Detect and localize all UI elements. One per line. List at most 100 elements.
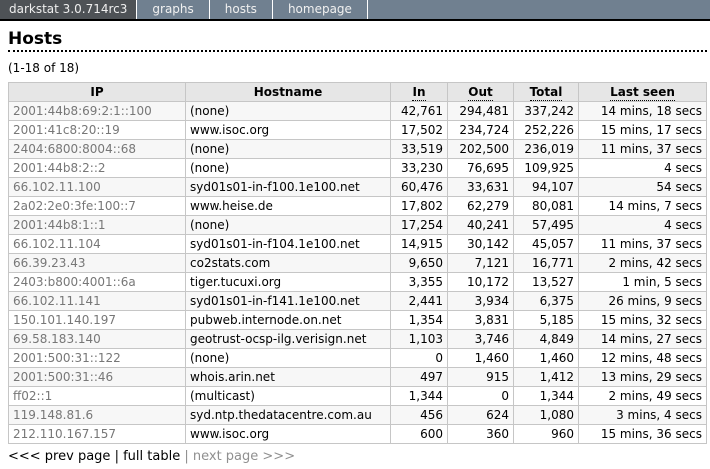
hostname-cell: www.isoc.org — [185, 424, 391, 444]
ip-cell: 2001:44b8:1::1 — [8, 215, 186, 235]
out-cell: 30,142 — [447, 234, 514, 254]
total-cell: 252,226 — [513, 120, 579, 140]
in-cell: 3,355 — [390, 272, 448, 292]
hostname-cell: co2stats.com — [185, 253, 391, 273]
last-seen-cell: 4 secs — [578, 215, 707, 235]
hostname-cell: (none) — [185, 158, 391, 178]
table-row: 69.58.183.140 geotrust-ocsp-ilg.verisign.… — [8, 329, 707, 349]
top-nav: darkstat 3.0.714rc3 graphs hosts homepage — [0, 0, 710, 21]
column-header-hostname: Hostname — [185, 82, 391, 102]
hostname-cell: pubweb.internode.on.net — [185, 310, 391, 330]
total-cell: 1,412 — [513, 367, 579, 387]
ip-cell: 2001:500:31::46 — [8, 367, 186, 387]
hostname-cell: www.isoc.org — [185, 120, 391, 140]
out-cell: 62,279 — [447, 196, 514, 216]
column-header-total[interactable]: Total — [513, 82, 579, 102]
ip-cell: 2001:41c8:20::19 — [8, 120, 186, 140]
in-cell: 600 — [390, 424, 448, 444]
ip-cell: 119.148.81.6 — [8, 405, 186, 425]
ip-cell: 69.58.183.140 — [8, 329, 186, 349]
out-cell: 0 — [447, 386, 514, 406]
pagination-separator: | — [184, 449, 189, 464]
total-cell: 960 — [513, 424, 579, 444]
header-row: IP Hostname In Out Total Last seen — [8, 82, 707, 102]
out-cell: 3,831 — [447, 310, 514, 330]
total-cell: 94,107 — [513, 177, 579, 197]
in-cell: 0 — [390, 348, 448, 368]
last-seen-cell: 13 mins, 29 secs — [578, 367, 707, 387]
ip-cell: 66.102.11.100 — [8, 177, 186, 197]
sortable-column-label[interactable]: Out — [468, 85, 493, 101]
table-row: 2001:44b8:1::1 (none) 17,254 40,241 57,495 4 … — [8, 215, 707, 235]
last-seen-cell: 14 mins, 7 secs — [578, 196, 707, 216]
nav-tab-hosts[interactable]: hosts — [208, 0, 272, 19]
sortable-column-label[interactable]: In — [412, 85, 426, 101]
ip-cell: 150.101.140.197 — [8, 310, 186, 330]
prev-page-link[interactable]: <<< prev page — [8, 449, 111, 464]
ip-cell: 66.102.11.141 — [8, 291, 186, 311]
total-cell: 6,375 — [513, 291, 579, 311]
sortable-column-label[interactable]: Total — [529, 85, 563, 101]
out-cell: 624 — [447, 405, 514, 425]
hostname-cell: whois.arin.net — [185, 367, 391, 387]
table-row: 2001:44b8:2::2 (none) 33,230 76,695 109,925 4… — [8, 158, 707, 178]
ip-cell: 2a02:2e0:3fe:100::7 — [8, 196, 186, 216]
in-cell: 456 — [390, 405, 448, 425]
ip-cell: 66.39.23.43 — [8, 253, 186, 273]
hostname-cell: syd.ntp.thedatacentre.com.au — [185, 405, 391, 425]
total-cell: 1,080 — [513, 405, 579, 425]
nav-tab-graphs[interactable]: graphs — [136, 0, 208, 19]
out-cell: 33,631 — [447, 177, 514, 197]
ip-cell: 2001:44b8:69:2:1::100 — [8, 101, 186, 121]
hostname-cell: syd01s01-in-f100.1e100.net — [185, 177, 391, 197]
total-cell: 1,460 — [513, 348, 579, 368]
column-header-out[interactable]: Out — [447, 82, 514, 102]
in-cell: 497 — [390, 367, 448, 387]
in-cell: 33,519 — [390, 139, 448, 159]
page-title: Hosts — [8, 29, 707, 52]
pagination: <<< prev page | full table | next page >… — [8, 449, 702, 464]
out-cell: 202,500 — [447, 139, 514, 159]
hostname-cell: (none) — [185, 348, 391, 368]
table-row: 2a02:2e0:3fe:100::7 www.heise.de 17,802 62,… — [8, 196, 707, 216]
out-cell: 7,121 — [447, 253, 514, 273]
column-header-last-seen[interactable]: Last seen — [578, 82, 707, 102]
nav-tab-homepage[interactable]: homepage — [271, 0, 367, 19]
ip-cell: 212.110.167.157 — [8, 424, 186, 444]
sortable-column-label[interactable]: Last seen — [610, 85, 675, 101]
ip-cell: 2404:6800:8004::68 — [8, 139, 186, 159]
out-cell: 360 — [447, 424, 514, 444]
last-seen-cell: 14 mins, 18 secs — [578, 101, 707, 121]
full-table-link[interactable]: full table — [123, 449, 181, 464]
table-row: 2403:b800:4001::6a tiger.tucuxi.org 3,355 1… — [8, 272, 707, 292]
table-row: 2001:44b8:69:2:1::100 (none) 42,761 294,481… — [8, 101, 707, 121]
hostname-cell: (multicast) — [185, 386, 391, 406]
hostname-cell: geotrust-ocsp-ilg.verisign.net — [185, 329, 391, 349]
hostname-cell: www.heise.de — [185, 196, 391, 216]
pagination-separator: | — [114, 449, 119, 464]
out-cell: 10,172 — [447, 272, 514, 292]
out-cell: 915 — [447, 367, 514, 387]
last-seen-cell: 11 mins, 37 secs — [578, 234, 707, 254]
table-row: 2001:500:31::122 (none) 0 1,460 1,460 12 mins… — [8, 348, 707, 368]
column-header-in[interactable]: In — [390, 82, 448, 102]
last-seen-cell: 14 mins, 27 secs — [578, 329, 707, 349]
last-seen-cell: 15 mins, 36 secs — [578, 424, 707, 444]
column-header-ip: IP — [8, 82, 186, 102]
nav-filler — [366, 0, 710, 19]
in-cell: 9,650 — [390, 253, 448, 273]
table-row: 66.102.11.100 syd01s01-in-f100.1e100.net 6… — [8, 177, 707, 197]
hosts-table-body: 2001:44b8:69:2:1::100 (none) 42,761 294,481… — [8, 101, 707, 444]
in-cell: 17,502 — [390, 120, 448, 140]
result-range-label: (1-18 of 18) — [8, 61, 80, 75]
last-seen-cell: 54 secs — [578, 177, 707, 197]
last-seen-cell: 4 secs — [578, 158, 707, 178]
total-cell: 5,185 — [513, 310, 579, 330]
last-seen-cell: 15 mins, 32 secs — [578, 310, 707, 330]
total-cell: 16,771 — [513, 253, 579, 273]
in-cell: 1,344 — [390, 386, 448, 406]
table-row: 150.101.140.197 pubweb.internode.on.net 1,… — [8, 310, 707, 330]
hosts-table-header: IP Hostname In Out Total Last seen — [8, 82, 707, 102]
table-row: 66.102.11.141 syd01s01-in-f141.1e100.net 2… — [8, 291, 707, 311]
hosts-table: IP Hostname In Out Total Last seen 2001:44b8:… — [8, 82, 707, 444]
